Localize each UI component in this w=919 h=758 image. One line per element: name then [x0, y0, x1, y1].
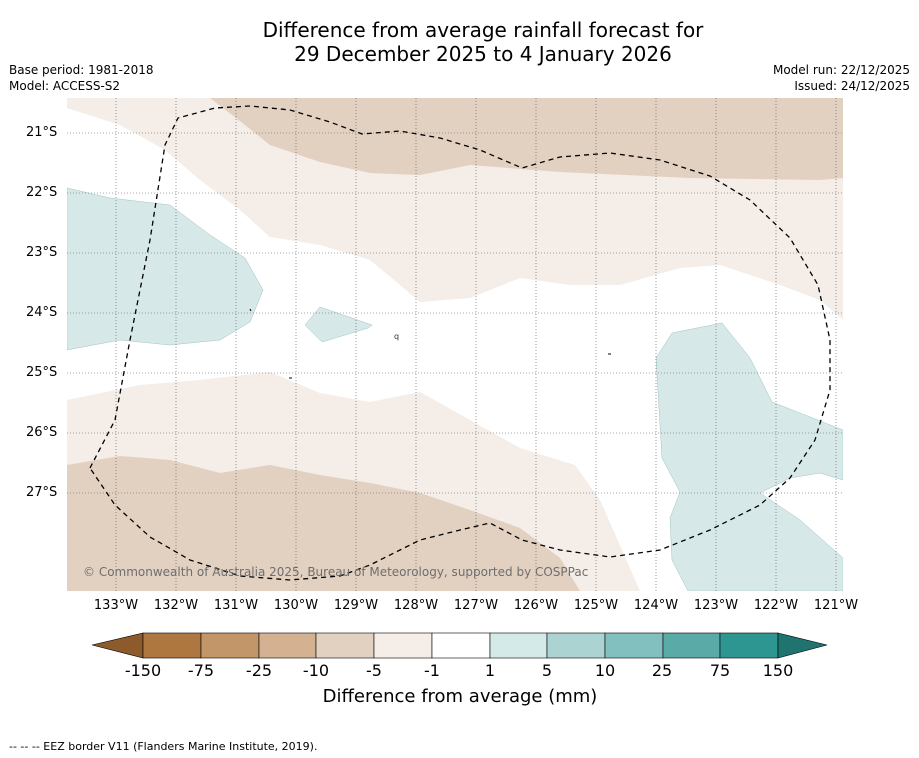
colorbar-bin [604, 632, 664, 659]
lon-label: 121°W [813, 598, 859, 613]
lon-label: 122°W [753, 598, 799, 613]
colorbar-extend-high [777, 632, 828, 659]
lat-label: 26°S [26, 425, 58, 440]
map-area: q [67, 98, 843, 591]
model-run: Model run: 22/12/2025 [772, 63, 910, 77]
colorbar-bin [142, 632, 202, 659]
copyright-notice: © Commonwealth of Australia 2025, Bureau… [83, 565, 589, 579]
issued-date: Issued: 24/12/2025 [794, 79, 910, 93]
meta-right: Model run: 22/12/2025 Issued: 24/12/2025 [773, 62, 910, 94]
colorbar-tick-label: 150 [762, 661, 794, 680]
colorbar-tick-label: -150 [124, 661, 162, 680]
eez-border [89, 105, 831, 581]
lon-label: 128°W [393, 598, 439, 613]
colorbar-bin [662, 632, 721, 659]
lat-label: 21°S [26, 125, 58, 140]
latitude-gridlines [67, 132, 843, 494]
colorbar-tick-label: 10 [594, 661, 616, 680]
lon-label: 124°W [633, 598, 679, 613]
colorbar-bin [719, 632, 779, 659]
lon-label: 133°W [93, 598, 139, 613]
lon-label: 126°W [513, 598, 559, 613]
meta-left: Base period: 1981-2018 Model: ACCESS-S2 [9, 62, 154, 94]
colorbar-bin [546, 632, 606, 659]
lat-label: 22°S [26, 185, 58, 200]
longitude-gridlines [115, 98, 837, 591]
lon-label: 130°W [273, 598, 319, 613]
map-title: Difference from average rainfall forecas… [0, 18, 919, 66]
base-period: Base period: 1981-2018 [9, 63, 154, 77]
colorbar-tick-label: -5 [366, 661, 382, 680]
lon-label: 123°W [693, 598, 739, 613]
lon-label: 131°W [213, 598, 259, 613]
lat-label: 23°S [26, 245, 58, 260]
colorbar-bin [200, 632, 260, 659]
wet-region-small [304, 306, 373, 343]
lat-label: 27°S [26, 485, 58, 500]
colorbar-tick-label: 75 [709, 661, 731, 680]
dry-band-medium-south [67, 456, 580, 591]
lon-label: 127°W [453, 598, 499, 613]
colorbar-tick-label: -75 [187, 661, 215, 680]
wet-region-west [67, 187, 264, 351]
model-name: Model: ACCESS-S2 [9, 79, 121, 93]
dry-band-medium-north [210, 98, 843, 180]
colorbar-title: Difference from average (mm) [322, 686, 598, 707]
eez-footnote: -- -- -- EEZ border V11 (Flanders Marine… [9, 740, 318, 753]
colorbar-extend-low [91, 632, 144, 659]
title-line-1: Difference from average rainfall forecas… [262, 18, 704, 42]
lat-label: 25°S [26, 365, 58, 380]
colorbar-tick-label: 1 [484, 661, 496, 680]
lat-label: 24°S [26, 305, 58, 320]
colorbar-tick-label: 25 [651, 661, 673, 680]
colorbar-bin [431, 632, 491, 659]
colorbar-tick-label: -10 [302, 661, 330, 680]
lon-label: 125°W [573, 598, 619, 613]
island-marker-4 [249, 308, 252, 312]
lon-label: 132°W [153, 598, 199, 613]
island-marker: q [394, 332, 399, 341]
colorbar-tick-label: -25 [245, 661, 273, 680]
lon-label: 129°W [333, 598, 379, 613]
colorbar-tick-label: -1 [424, 661, 440, 680]
title-line-2: 29 December 2025 to 4 January 2026 [294, 42, 672, 66]
colorbar-bin [489, 632, 548, 659]
colorbar-bin [258, 632, 317, 659]
colorbar-tick-label: 5 [541, 661, 553, 680]
colorbar [91, 632, 828, 659]
colorbar-bin [315, 632, 375, 659]
colorbar-bin [373, 632, 433, 659]
